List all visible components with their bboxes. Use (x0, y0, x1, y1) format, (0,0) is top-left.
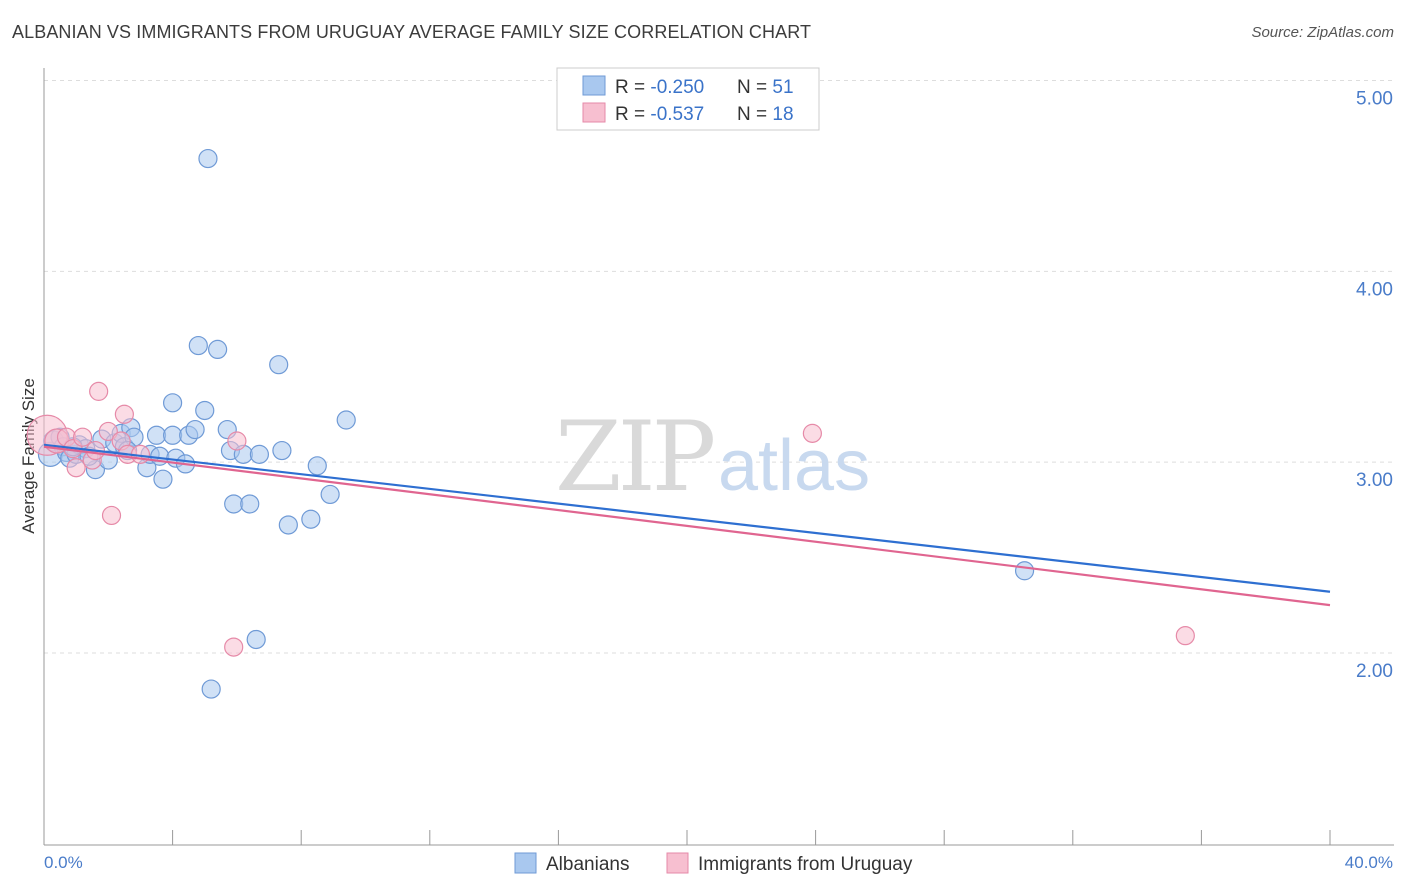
source-label: Source: ZipAtlas.com (1251, 24, 1394, 41)
albanians-point (278, 515, 298, 535)
uruguay-point (802, 423, 822, 443)
trend-lines (43, 443, 1331, 607)
albanians-point (188, 335, 208, 356)
legend-n-prefix-uruguay: N = (737, 104, 772, 125)
albanians-point (163, 425, 183, 445)
watermark: ZIP atlas (555, 401, 870, 513)
legend-r-prefix-albanians: R = (615, 77, 650, 98)
x-tick-marks (172, 830, 1331, 845)
legend-n-value-uruguay: 18 (772, 104, 793, 125)
legend-n-label-uruguay: N = 18 (737, 104, 794, 125)
x-tick-label-min: 0.0% (44, 853, 83, 872)
albanians-point (146, 425, 167, 445)
albanians-points (37, 148, 1035, 699)
y-tick-label: 2.00 (1356, 661, 1393, 682)
bottom-legend-swatch-uruguay (666, 852, 689, 874)
y-tick-label: 3.00 (1356, 470, 1393, 491)
uruguay-point (98, 421, 118, 442)
bottom-legend-label-uruguay: Immigrants from Uruguay (698, 854, 913, 875)
albanians-point (163, 393, 183, 413)
albanians-point (320, 484, 340, 505)
uruguay-point (227, 431, 247, 451)
y-tick-labels: 2.00 3.00 4.00 5.00 (1356, 89, 1393, 683)
uruguay-point (72, 427, 93, 447)
bottom-legend-swatch-albanians (514, 852, 537, 874)
albanians-point (336, 410, 356, 430)
legend-n-value-albanians: 51 (772, 77, 793, 98)
albanians-point (224, 494, 244, 514)
watermark-zip: ZIP (555, 401, 714, 513)
albanians-point (272, 440, 292, 461)
albanians-point (198, 148, 218, 169)
albanians-point (153, 469, 173, 489)
y-axis-label: Average Family Size (19, 378, 38, 534)
chart-title: ALBANIAN VS IMMIGRANTS FROM URUGUAY AVER… (12, 22, 812, 42)
albanians-point (246, 629, 266, 650)
legend-n-prefix-albanians: N = (737, 77, 772, 98)
albanians-point (185, 419, 205, 440)
albanians-point (269, 355, 289, 375)
albanians-point (240, 494, 260, 514)
x-tick-label-max: 40.0% (1345, 853, 1393, 872)
legend-r-prefix-uruguay: R = (615, 104, 650, 125)
grid-lines (44, 80, 1394, 654)
legend-r-value-uruguay: -0.537 (650, 104, 704, 125)
albanians-trend-line (43, 443, 1331, 593)
uruguay-point (1175, 626, 1195, 646)
legend-r-label-albanians: R = -0.250 (615, 77, 704, 98)
legend-r-value-albanians: -0.250 (650, 77, 704, 98)
uruguay-point (101, 505, 122, 526)
watermark-atlas: atlas (718, 426, 870, 506)
legend-r-label-uruguay: R = -0.537 (615, 104, 704, 125)
uruguay-point (224, 637, 244, 657)
legend-swatch-uruguay (582, 102, 606, 123)
uruguay-trend-line (43, 445, 1331, 607)
legend-n-label-albanians: N = 51 (737, 77, 794, 98)
albanians-point (201, 679, 221, 699)
albanians-point (195, 400, 215, 421)
bottom-legend: Albanians Immigrants from Uruguay (514, 852, 913, 875)
uruguay-point (89, 381, 109, 401)
uruguay-point (114, 404, 134, 424)
bottom-legend-label-albanians: Albanians (546, 854, 629, 875)
y-tick-label: 4.00 (1356, 279, 1393, 300)
albanians-point (301, 509, 321, 529)
uruguay-point (66, 458, 86, 478)
legend-swatch-albanians (582, 75, 606, 96)
y-tick-label: 5.00 (1356, 89, 1393, 110)
legend-box: R = -0.250 N = 51 R = -0.537 N = 18 (556, 67, 820, 131)
albanians-point (1014, 561, 1035, 581)
albanians-point (307, 456, 327, 476)
albanians-point (208, 339, 228, 359)
albanians-point (249, 444, 270, 464)
